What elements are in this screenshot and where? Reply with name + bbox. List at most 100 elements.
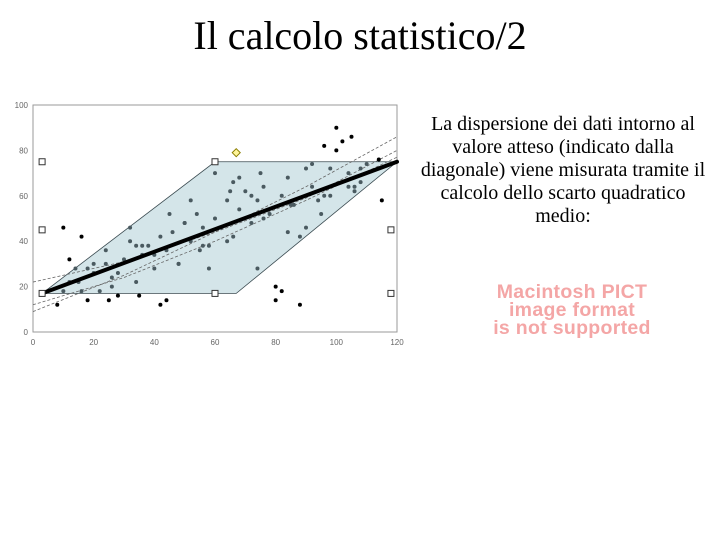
band-marker bbox=[38, 226, 46, 234]
data-point bbox=[61, 225, 66, 230]
data-point bbox=[346, 184, 351, 189]
data-point bbox=[182, 221, 187, 226]
data-point bbox=[334, 125, 339, 130]
data-point bbox=[249, 221, 254, 226]
data-point bbox=[310, 184, 315, 189]
data-point bbox=[285, 175, 290, 180]
confidence-curve bbox=[32, 136, 398, 312]
data-point bbox=[55, 302, 60, 307]
data-point bbox=[340, 139, 345, 144]
data-point bbox=[164, 298, 169, 303]
data-point bbox=[91, 261, 96, 266]
data-point bbox=[194, 211, 199, 216]
data-point bbox=[352, 184, 357, 189]
data-point bbox=[279, 193, 284, 198]
regression-line bbox=[40, 159, 399, 296]
pict-placeholder: Macintosh PICT image format is not suppo… bbox=[440, 282, 704, 338]
x-tick-label: 80 bbox=[271, 338, 280, 347]
data-point bbox=[249, 193, 254, 198]
data-point bbox=[85, 266, 90, 271]
data-point bbox=[122, 257, 126, 262]
data-point bbox=[352, 189, 357, 194]
data-point bbox=[134, 280, 139, 285]
data-point bbox=[128, 239, 133, 244]
data-point bbox=[109, 275, 114, 280]
data-point bbox=[231, 180, 236, 185]
data-point bbox=[310, 162, 315, 167]
data-point bbox=[304, 225, 308, 230]
data-point bbox=[206, 266, 211, 271]
data-point bbox=[379, 198, 384, 203]
band-marker bbox=[387, 289, 395, 297]
data-point bbox=[213, 216, 217, 221]
band-marker bbox=[211, 158, 219, 166]
scatter-chart: 0 20 40 60 80 100 120 0 20 40 60 80 100 bbox=[0, 95, 410, 357]
placeholder-line: image format bbox=[508, 299, 636, 321]
band-marker bbox=[211, 289, 219, 297]
data-point bbox=[349, 134, 354, 139]
x-tick-label: 120 bbox=[390, 338, 404, 347]
data-point bbox=[255, 266, 260, 271]
y-tick-label: 0 bbox=[24, 328, 29, 337]
band-marker bbox=[387, 226, 395, 234]
data-point bbox=[115, 270, 120, 275]
data-point bbox=[197, 248, 202, 253]
data-point bbox=[225, 239, 230, 244]
data-point bbox=[261, 184, 266, 189]
y-tick-label: 80 bbox=[19, 146, 28, 155]
data-point bbox=[137, 293, 142, 298]
data-point bbox=[316, 198, 321, 203]
data-point bbox=[188, 198, 193, 203]
data-point bbox=[319, 211, 324, 216]
data-point bbox=[304, 166, 308, 171]
data-point bbox=[237, 207, 242, 212]
data-point bbox=[206, 243, 211, 248]
data-point bbox=[297, 234, 302, 239]
x-tick-label: 20 bbox=[89, 338, 98, 347]
data-point bbox=[140, 243, 145, 248]
x-tick-label: 100 bbox=[330, 338, 344, 347]
data-point bbox=[61, 289, 66, 294]
data-point bbox=[158, 234, 163, 239]
data-point bbox=[67, 257, 72, 262]
data-point bbox=[103, 261, 108, 266]
data-point bbox=[79, 234, 84, 239]
data-point bbox=[115, 293, 120, 298]
x-tick-label: 60 bbox=[211, 338, 220, 347]
data-point bbox=[346, 171, 351, 176]
data-point bbox=[103, 248, 108, 253]
data-point bbox=[106, 298, 111, 303]
data-point bbox=[85, 298, 90, 303]
data-point bbox=[328, 193, 333, 198]
data-point bbox=[73, 266, 78, 271]
data-point bbox=[152, 266, 157, 271]
data-point bbox=[258, 171, 263, 176]
data-point bbox=[228, 189, 233, 194]
data-point bbox=[237, 175, 242, 180]
data-point bbox=[273, 298, 278, 303]
x-tick-label: 40 bbox=[150, 338, 159, 347]
data-point bbox=[134, 243, 139, 248]
data-point bbox=[167, 211, 172, 216]
data-point bbox=[334, 148, 339, 153]
data-point bbox=[176, 261, 181, 266]
slide-title: Il calcolo statistico/2 bbox=[193, 13, 527, 58]
data-point bbox=[200, 243, 205, 248]
data-point bbox=[128, 225, 133, 230]
band-marker bbox=[38, 289, 46, 297]
data-point bbox=[158, 302, 163, 307]
y-tick-label: 40 bbox=[19, 237, 28, 246]
data-point bbox=[79, 289, 84, 294]
band-marker bbox=[38, 158, 46, 166]
data-point bbox=[225, 198, 230, 203]
data-point bbox=[279, 289, 284, 294]
data-point bbox=[273, 284, 278, 289]
data-point bbox=[358, 166, 363, 171]
data-point bbox=[328, 166, 333, 171]
data-point bbox=[261, 216, 266, 221]
plot-layer: 0 20 40 60 80 100 120 0 20 40 60 80 100 bbox=[15, 101, 405, 347]
data-point bbox=[358, 180, 363, 185]
data-point bbox=[170, 230, 175, 235]
data-point bbox=[255, 198, 260, 203]
x-tick-label: 0 bbox=[31, 338, 36, 347]
